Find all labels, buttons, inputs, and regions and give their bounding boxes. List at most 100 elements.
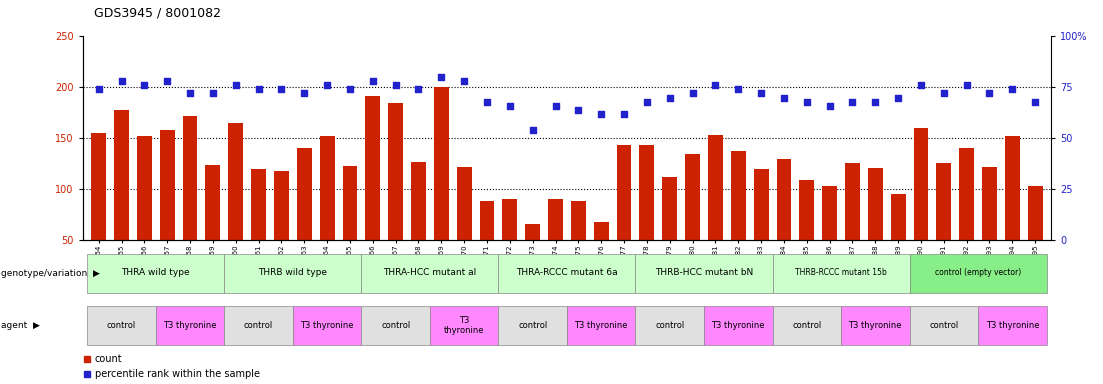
Bar — [362, 254, 499, 293]
Text: T3 thyronine: T3 thyronine — [163, 321, 217, 330]
Bar — [571, 201, 586, 240]
Point — [456, 78, 473, 84]
Bar — [224, 306, 293, 345]
Point — [821, 103, 838, 109]
Bar — [430, 306, 499, 345]
Text: THRA-HCC mutant al: THRA-HCC mutant al — [383, 268, 476, 277]
Bar — [708, 135, 722, 240]
Point — [707, 82, 725, 88]
Point — [387, 82, 405, 88]
Point — [1004, 86, 1021, 93]
Text: THRB wild type: THRB wild type — [258, 268, 328, 277]
Bar — [205, 165, 221, 240]
Point — [752, 90, 770, 96]
Bar — [92, 133, 106, 240]
Bar — [183, 116, 197, 240]
Bar — [499, 254, 635, 293]
Bar — [293, 306, 362, 345]
Bar — [910, 306, 978, 345]
Bar — [617, 146, 631, 240]
Point — [341, 86, 358, 93]
Bar — [868, 168, 882, 240]
Bar — [87, 254, 224, 293]
Point — [89, 86, 107, 93]
Bar — [635, 306, 704, 345]
Point — [1027, 99, 1045, 105]
Bar — [891, 194, 906, 240]
Bar — [777, 159, 791, 240]
Text: genotype/variation  ▶: genotype/variation ▶ — [1, 269, 100, 278]
Bar — [228, 123, 243, 240]
Text: percentile rank within the sample: percentile rank within the sample — [95, 369, 259, 379]
Point — [159, 78, 176, 84]
Text: control (empty vector): control (empty vector) — [935, 268, 1021, 277]
Bar — [457, 167, 472, 240]
Bar — [772, 254, 910, 293]
Text: control: control — [655, 321, 684, 330]
Bar — [593, 222, 609, 240]
Bar — [772, 306, 840, 345]
Point — [319, 82, 336, 88]
Text: control: control — [244, 321, 274, 330]
Text: agent  ▶: agent ▶ — [1, 321, 40, 330]
Bar — [343, 166, 357, 240]
Text: T3 thyronine: T3 thyronine — [711, 321, 765, 330]
Point — [797, 99, 815, 105]
Point — [638, 99, 655, 105]
Point — [136, 82, 153, 88]
Bar — [910, 254, 1047, 293]
Point — [227, 82, 245, 88]
Bar — [978, 306, 1047, 345]
Point — [729, 86, 747, 93]
Point — [775, 94, 793, 101]
Bar — [913, 128, 929, 240]
Text: T3 thyronine: T3 thyronine — [848, 321, 902, 330]
Text: T3 thyronine: T3 thyronine — [575, 321, 628, 330]
Bar — [137, 136, 152, 240]
Text: count: count — [95, 354, 122, 364]
Bar — [433, 88, 449, 240]
Bar — [548, 199, 563, 240]
Bar — [499, 306, 567, 345]
Point — [889, 94, 907, 101]
Point — [957, 82, 975, 88]
Bar — [1028, 186, 1042, 240]
Text: control: control — [381, 321, 410, 330]
Point — [501, 103, 518, 109]
Point — [296, 90, 313, 96]
Point — [204, 90, 222, 96]
Bar — [362, 306, 430, 345]
Point — [524, 127, 542, 133]
Text: T3 thyronine: T3 thyronine — [300, 321, 354, 330]
Point — [661, 94, 678, 101]
Text: control: control — [929, 321, 959, 330]
Point — [113, 78, 130, 84]
Bar — [274, 171, 289, 240]
Bar — [114, 110, 129, 240]
Point — [912, 82, 930, 88]
Point — [249, 86, 267, 93]
Bar — [411, 162, 426, 240]
Point — [684, 90, 702, 96]
Point — [867, 99, 885, 105]
Bar — [845, 163, 860, 240]
Bar — [224, 254, 362, 293]
Point — [272, 86, 290, 93]
Bar — [731, 151, 746, 240]
Text: control: control — [518, 321, 547, 330]
Point — [409, 86, 427, 93]
Point — [592, 111, 610, 117]
Bar — [635, 254, 772, 293]
Point — [547, 103, 565, 109]
Text: GDS3945 / 8001082: GDS3945 / 8001082 — [94, 6, 221, 19]
Bar — [388, 103, 403, 240]
Bar — [685, 154, 700, 240]
Bar — [753, 169, 769, 240]
Bar — [251, 169, 266, 240]
Bar — [640, 146, 654, 240]
Bar — [822, 186, 837, 240]
Bar — [525, 224, 540, 240]
Bar — [297, 149, 312, 240]
Point — [364, 78, 382, 84]
Bar — [840, 306, 910, 345]
